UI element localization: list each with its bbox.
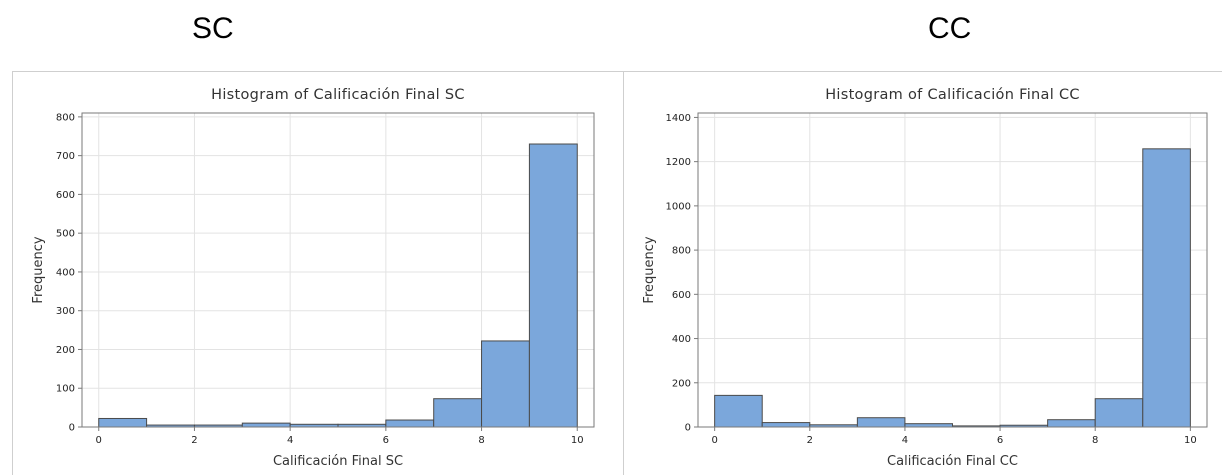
chart-title: Histogram of Calificación Final SC	[211, 87, 465, 103]
y-axis-label: Frequency	[31, 236, 46, 303]
y-tick-label: 500	[56, 229, 75, 240]
histogram-chart-sc: Histogram of Calificación Final SC010020…	[31, 87, 595, 469]
header-label-sc: SC	[192, 12, 234, 45]
y-tick-label: 200	[56, 345, 75, 356]
x-axis-label: Calificación Final CC	[887, 454, 1018, 469]
histogram-bar	[481, 340, 530, 428]
y-tick-label: 700	[56, 151, 75, 162]
histogram-panel-sc: Histogram of Calificación Final SC 0 100 20…	[12, 71, 624, 475]
y-tick-label: 100	[56, 384, 75, 395]
y-tick-label: 600	[56, 190, 75, 201]
x-tick-label: 8	[1092, 435, 1098, 446]
y-tick-label: 200	[672, 378, 691, 389]
x-tick-label: 6	[383, 435, 389, 446]
histogram-bar	[241, 422, 291, 428]
y-axis-label: Frequency	[642, 236, 657, 303]
x-tick-label: 10	[1184, 435, 1197, 446]
y-tick-label: 300	[56, 306, 75, 317]
histogram-bar	[761, 422, 811, 428]
x-tick-label: 8	[478, 435, 484, 446]
histogram-bar	[856, 417, 906, 428]
histogram-bar	[98, 417, 148, 428]
y-tick-label: 1200	[666, 157, 691, 168]
y-tick-label: 400	[672, 334, 691, 345]
y-tick-label: 800	[672, 246, 691, 257]
x-tick-label: 6	[997, 435, 1003, 446]
x-axis-label: Calificación Final SC	[273, 454, 403, 469]
histogram-bar	[714, 394, 763, 428]
y-tick-label: 1000	[666, 201, 691, 212]
histogram-bar	[528, 143, 578, 428]
histogram-bar	[1047, 419, 1096, 428]
plot-frame	[697, 112, 1208, 428]
y-tick-label: 1400	[666, 113, 691, 124]
histogram-chart-cc: Histogram of Calificación Final CC020040…	[642, 87, 1208, 469]
x-tick-label: 4	[287, 435, 293, 446]
plot-frame	[81, 112, 595, 428]
x-tick-label: 0	[96, 435, 102, 446]
histogram-bar	[1142, 148, 1191, 428]
histogram-bar	[1094, 398, 1144, 428]
histogram-bar	[433, 398, 483, 428]
x-tick-label: 2	[807, 435, 813, 446]
x-tick-label: 4	[902, 435, 908, 446]
y-tick-label: 800	[56, 112, 75, 123]
header-label-cc: CC	[928, 12, 972, 45]
y-tick-label: 0	[69, 423, 75, 434]
x-tick-label: 0	[711, 435, 717, 446]
x-tick-label: 10	[571, 435, 584, 446]
histogram-bar	[385, 419, 435, 428]
y-tick-label: 0	[685, 423, 691, 434]
chart-title: Histogram of Calificación Final CC	[825, 87, 1080, 103]
y-tick-label: 400	[56, 267, 75, 278]
histogram-panel-cc: Histogram of Calificación Final CC 0 200 40…	[623, 71, 1222, 475]
x-tick-label: 2	[191, 435, 197, 446]
y-tick-label: 600	[672, 290, 691, 301]
